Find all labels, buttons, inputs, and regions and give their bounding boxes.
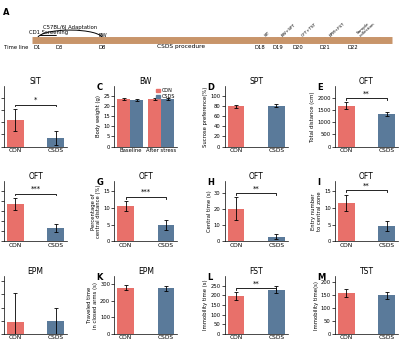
Text: I: I	[317, 177, 320, 187]
Text: C57BL/6J Adaptation: C57BL/6J Adaptation	[43, 24, 97, 30]
Y-axis label: Percentage of
central distance (%): Percentage of central distance (%)	[90, 184, 101, 238]
Bar	[162, 99, 174, 147]
Bar	[158, 226, 174, 242]
Bar	[47, 322, 64, 334]
Text: **: **	[253, 281, 260, 287]
Title: OFT: OFT	[28, 172, 43, 181]
Text: CD1 Screening: CD1 Screening	[29, 30, 68, 35]
Text: BW: BW	[98, 33, 107, 38]
Text: **: **	[363, 90, 370, 96]
Bar	[338, 203, 355, 242]
Bar	[228, 296, 244, 334]
Title: BW: BW	[140, 77, 152, 86]
Bar	[117, 99, 130, 147]
Bar	[7, 322, 24, 334]
Bar	[338, 105, 355, 147]
Title: OFT: OFT	[249, 172, 264, 181]
Legend: CON, CSDS: CON, CSDS	[156, 87, 176, 100]
Text: ***: ***	[30, 186, 40, 192]
Text: Time line: Time line	[4, 45, 28, 50]
Text: M: M	[317, 272, 326, 282]
Bar	[228, 209, 244, 242]
Text: E: E	[317, 82, 323, 92]
Text: A: A	[3, 8, 10, 17]
Y-axis label: Immobility time (s): Immobility time (s)	[203, 280, 208, 330]
Text: **: **	[363, 182, 370, 189]
Text: D3: D3	[56, 45, 63, 50]
Bar	[148, 99, 162, 147]
Text: G: G	[97, 177, 104, 187]
Bar	[47, 228, 64, 242]
Text: H: H	[207, 177, 214, 187]
Text: D20: D20	[292, 45, 303, 50]
Y-axis label: Immobility time(s): Immobility time(s)	[314, 280, 318, 330]
Text: C: C	[97, 82, 103, 92]
Bar	[7, 120, 24, 147]
Bar	[268, 106, 285, 147]
Bar	[7, 204, 24, 242]
Title: EPM: EPM	[138, 267, 154, 276]
Title: SIT: SIT	[30, 77, 41, 86]
Title: FST: FST	[249, 267, 263, 276]
Text: L: L	[207, 272, 212, 282]
Text: K: K	[97, 272, 103, 282]
Bar	[130, 100, 143, 147]
Text: D21: D21	[320, 45, 330, 50]
Text: ***: ***	[141, 189, 151, 195]
Text: D8: D8	[99, 45, 106, 50]
Bar	[378, 226, 395, 242]
Bar	[158, 288, 174, 334]
Text: D1: D1	[34, 45, 41, 50]
Y-axis label: Body weight (g): Body weight (g)	[96, 95, 101, 137]
Bar	[268, 290, 285, 334]
Title: SPT: SPT	[249, 77, 263, 86]
Bar	[228, 106, 244, 147]
Text: EPM+FST: EPM+FST	[328, 22, 346, 38]
Y-axis label: Total distance (cm): Total distance (cm)	[310, 91, 315, 142]
Bar	[47, 138, 64, 147]
Y-axis label: Entry number
to central zone: Entry number to central zone	[311, 191, 322, 231]
Title: TST: TST	[360, 267, 374, 276]
Text: SIT: SIT	[263, 31, 270, 38]
Y-axis label: Traveled time
in closed arms (s): Traveled time in closed arms (s)	[87, 282, 98, 329]
Text: D: D	[207, 82, 214, 92]
Title: OFT: OFT	[359, 172, 374, 181]
Bar	[378, 295, 395, 334]
Y-axis label: Sucrose preference(%): Sucrose preference(%)	[203, 86, 208, 147]
Text: *: *	[34, 97, 37, 103]
Text: D19: D19	[272, 45, 283, 50]
Text: CSDS procedure: CSDS procedure	[157, 44, 205, 49]
Text: D22: D22	[347, 45, 358, 50]
Bar	[378, 114, 395, 147]
Bar	[117, 206, 134, 242]
Text: D18: D18	[255, 45, 266, 50]
Bar	[268, 237, 285, 242]
Text: BW+SPT: BW+SPT	[281, 23, 297, 38]
Title: EPM: EPM	[28, 267, 44, 276]
Text: **: **	[253, 185, 260, 191]
Text: Sample
collection: Sample collection	[356, 19, 376, 38]
Bar	[338, 293, 355, 334]
Y-axis label: Central time (s): Central time (s)	[207, 190, 212, 232]
Title: OFT: OFT	[359, 77, 374, 86]
Title: OFT: OFT	[138, 172, 153, 181]
Text: OFT+TST: OFT+TST	[301, 22, 318, 38]
Bar	[117, 288, 134, 334]
